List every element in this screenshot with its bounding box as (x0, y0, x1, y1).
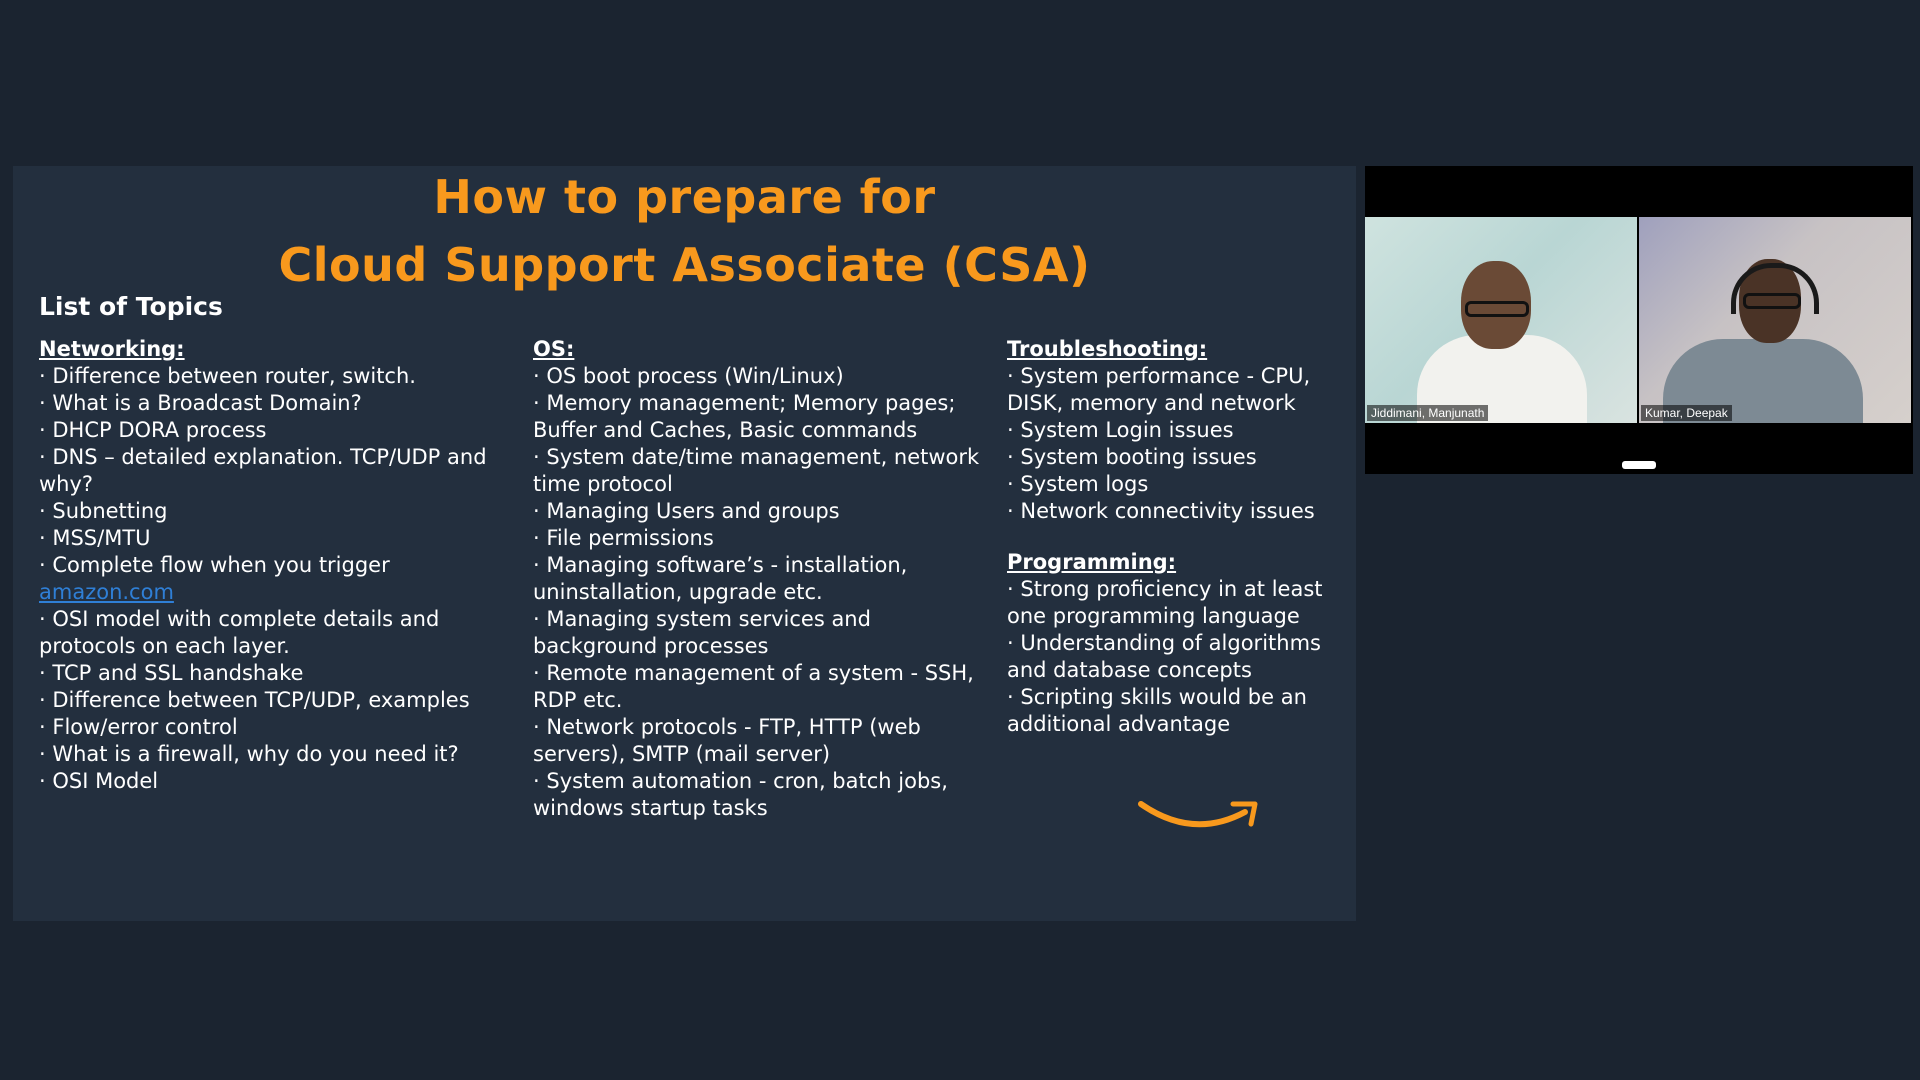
list-of-topics-heading: List of Topics (39, 292, 223, 321)
video-call-panel: Jiddimani, Manjunath Kumar, Deepak (1365, 166, 1913, 474)
list-item: DHCP DORA process (39, 417, 509, 444)
slide-title-line-1: How to prepare for (433, 170, 936, 224)
os-list: OS boot process (Win/Linux) Memory manag… (533, 363, 993, 822)
list-item: Strong proficiency in at least one progr… (1007, 576, 1337, 630)
list-item: Difference between router, switch. (39, 363, 509, 390)
networking-column: Networking: Difference between router, s… (39, 336, 509, 795)
list-item: Subnetting (39, 498, 509, 525)
participant-name-label: Kumar, Deepak (1641, 405, 1732, 421)
list-item: System Login issues (1007, 417, 1337, 444)
list-item: OSI Model (39, 768, 509, 795)
networking-list: Difference between router, switch. What … (39, 363, 509, 795)
list-item: Managing system services and background … (533, 606, 993, 660)
list-item: TCP and SSL handshake (39, 660, 509, 687)
list-item: System automation - cron, batch jobs, wi… (533, 768, 993, 822)
list-item: Complete flow when you trigger (39, 552, 509, 579)
os-heading: OS: (533, 337, 575, 361)
list-item: What is a firewall, why do you need it? (39, 741, 509, 768)
list-item: Managing Users and groups (533, 498, 993, 525)
list-item: System logs (1007, 471, 1337, 498)
list-item: System booting issues (1007, 444, 1337, 471)
list-item: Network connectivity issues (1007, 498, 1337, 525)
list-item: File permissions (533, 525, 993, 552)
troubleshooting-list: System performance - CPU, DISK, memory a… (1007, 363, 1337, 525)
list-item: Network protocols - FTP, HTTP (web serve… (533, 714, 993, 768)
participant-tile-kumar[interactable]: Kumar, Deepak (1639, 217, 1911, 423)
list-item: Understanding of algorithms and database… (1007, 630, 1337, 684)
list-item: OSI model with complete details and prot… (39, 606, 509, 660)
programming-heading: Programming: (1007, 550, 1177, 574)
participant-tile-jiddimani[interactable]: Jiddimani, Manjunath (1365, 217, 1637, 423)
amazon-link[interactable]: amazon.com (39, 580, 174, 604)
amazon-smile-icon (1138, 801, 1258, 828)
os-column: OS: OS boot process (Win/Linux) Memory m… (533, 336, 993, 822)
headset-icon (1731, 263, 1819, 314)
list-item: Memory management; Memory pages; Buffer … (533, 390, 993, 444)
list-item: Managing software’s - installation, unin… (533, 552, 993, 606)
programming-section: Programming: Strong proficiency in at le… (1007, 549, 1337, 738)
participant-video-face (1461, 261, 1531, 349)
glasses-icon (1465, 301, 1529, 317)
presentation-slide: How to prepare for Cloud Support Associa… (13, 166, 1356, 921)
networking-heading: Networking: (39, 337, 185, 361)
slide-title-line-2: Cloud Support Associate (CSA) (278, 238, 1091, 292)
troubleshooting-column: Troubleshooting: System performance - CP… (1007, 336, 1337, 738)
list-item: What is a Broadcast Domain? (39, 390, 509, 417)
list-item: System date/time management, network tim… (533, 444, 993, 498)
troubleshooting-heading: Troubleshooting: (1007, 337, 1208, 361)
list-item: System performance - CPU, DISK, memory a… (1007, 363, 1337, 417)
participant-name-label: Jiddimani, Manjunath (1367, 405, 1489, 421)
list-item: DNS – detailed explanation. TCP/UDP and … (39, 444, 509, 498)
layout-toggle-button[interactable] (1622, 461, 1656, 469)
list-item: Flow/error control (39, 714, 509, 741)
list-item: MSS/MTU (39, 525, 509, 552)
list-item: Remote management of a system - SSH, RDP… (533, 660, 993, 714)
list-item: OS boot process (Win/Linux) (533, 363, 993, 390)
list-item: Scripting skills would be an additional … (1007, 684, 1337, 738)
programming-list: Strong proficiency in at least one progr… (1007, 576, 1337, 738)
list-item: Difference between TCP/UDP, examples (39, 687, 509, 714)
